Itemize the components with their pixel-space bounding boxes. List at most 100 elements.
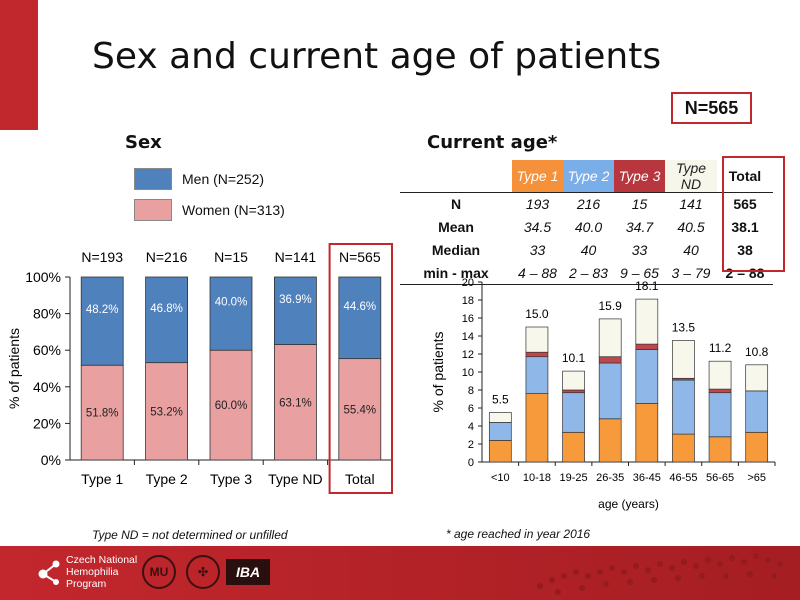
data-label: 46.8% (150, 303, 183, 315)
footnote-left: Type ND = not determined or unfilled (92, 528, 288, 542)
legend-men-swatch (134, 168, 172, 190)
y-tick-label: 100% (25, 269, 61, 285)
total-column-highlight (722, 156, 785, 272)
org-line-3: Program (66, 578, 107, 590)
data-label: 63.1% (279, 397, 312, 409)
bar-total-label: 10.8 (745, 345, 769, 359)
y-tick-label: 4 (468, 421, 474, 433)
age-cell-total: 565 (717, 192, 773, 216)
bar-total-label: 18.1 (635, 279, 659, 293)
bar-total-label: 15.9 (599, 299, 623, 313)
y-tick-label: 18 (462, 295, 474, 307)
x-tick-label: Type 3 (210, 471, 252, 487)
bar-top-label: N=565 (339, 249, 381, 265)
bar-segment (488, 422, 512, 441)
x-tick-label: <10 (491, 472, 510, 484)
age-cell: 4 – 88 (512, 261, 563, 285)
age-cell: 40 (683, 242, 699, 258)
bar-segment (672, 433, 695, 463)
bar-segment (562, 392, 585, 433)
age-cell: 2 – 83 (563, 261, 614, 285)
x-tick-label: Type ND (268, 471, 322, 487)
bar-segment (745, 431, 769, 463)
bar-top-label: N=216 (146, 249, 188, 265)
age-cell-total: 38 (737, 242, 753, 258)
age-row-label: min - max (400, 261, 512, 285)
bar-segment (562, 370, 585, 391)
age-cell: 34.5 (523, 219, 552, 235)
footer-bar: Czech National Hemophilia Program MU ✣ I… (0, 546, 800, 600)
bar-total-label: 10.1 (562, 351, 586, 365)
age-header-type2: Type 2 (563, 160, 614, 193)
bar-segment (672, 340, 695, 379)
bar-segment (598, 418, 622, 463)
bar-segment (488, 440, 512, 463)
bar-segment (145, 362, 189, 461)
age-table-row: N 193 216 15 141 565 (400, 192, 773, 216)
age-cell-total: 38.1 (731, 219, 759, 235)
x-tick-label: Type 1 (81, 471, 123, 487)
bar-top-label: N=15 (214, 249, 248, 265)
y-tick-label: 8 (468, 385, 474, 397)
y-axis-label: % of patients (430, 332, 446, 413)
data-label: 36.9% (279, 294, 312, 306)
age-cell: 216 (563, 192, 614, 216)
sex-section-title: Sex (125, 132, 162, 153)
age-cell: 40.0 (574, 219, 603, 235)
legend-women-label: Women (N=313) (182, 202, 285, 218)
x-tick-label: 19-25 (559, 472, 587, 484)
sex-chart: 0% 20% 40% 60% 80% 100% % of patients 51.8% 48.2… (6, 243, 394, 494)
x-tick-label: 46-55 (669, 472, 697, 484)
dotted-map-decoration (537, 553, 783, 595)
bar-segment (562, 431, 585, 463)
x-tick-label: 36-45 (633, 472, 661, 484)
bar-segment (708, 388, 732, 394)
network-logo-icon (38, 560, 60, 585)
bar-segment (209, 276, 253, 351)
bar-segment (525, 393, 549, 463)
bar-segment (635, 349, 659, 404)
x-tick-label: 56-65 (706, 472, 734, 484)
bar-segment (209, 349, 253, 461)
y-tick-label: 80% (33, 306, 61, 322)
y-tick-label: 20 (462, 277, 474, 289)
bar-segment (745, 364, 769, 392)
age-row-label: Mean (438, 219, 474, 235)
bar-segment (745, 390, 769, 433)
age-cell: 3 – 79 (665, 261, 717, 285)
org-line-2: Hemophilia (66, 566, 119, 578)
age-header-total: Total (728, 168, 762, 184)
total-n-box: N=565 (671, 92, 752, 124)
age-cell: 9 – 65 (614, 261, 665, 285)
bar-segment (145, 276, 189, 364)
age-cell: 40 (580, 242, 597, 258)
bar-total-label: 11.2 (709, 341, 732, 355)
legend-men: Men (N=252) (134, 168, 264, 190)
bar-segment (488, 412, 512, 423)
age-cell: 141 (665, 192, 717, 216)
y-tick-label: 40% (33, 379, 61, 395)
bar-total-label: 13.5 (672, 321, 696, 335)
bar-segment (708, 436, 732, 463)
age-table-row: min - max 4 – 88 2 – 83 9 – 65 3 – 79 2 … (400, 261, 773, 285)
data-label: 48.2% (86, 304, 119, 316)
y-tick-label: 2 (468, 439, 474, 451)
age-cell-total: 2 – 88 (717, 261, 773, 285)
institute-seal-icon: ✣ (186, 555, 220, 589)
bar-segment (525, 351, 549, 358)
bar-segment (708, 360, 732, 390)
bar-segment (635, 403, 659, 463)
footnote-right: * age reached in year 2016 (446, 527, 591, 541)
bar-segment (708, 392, 732, 438)
age-chart: 0 2 4 6 8 10 12 14 16 18 20 % of patients 5.5 <10 15.0… (430, 277, 776, 511)
bar-total-label: 5.5 (492, 393, 509, 407)
y-tick-label: 6 (468, 403, 474, 415)
y-tick-label: 60% (33, 342, 61, 358)
bar-segment (635, 343, 659, 350)
age-header-type1: Type 1 (512, 160, 563, 193)
age-cell: 15 (614, 192, 665, 216)
bar-segment (80, 276, 124, 366)
bar-segment (672, 379, 695, 435)
x-tick-label: Total (345, 471, 375, 487)
x-tick-label: >65 (747, 472, 766, 484)
